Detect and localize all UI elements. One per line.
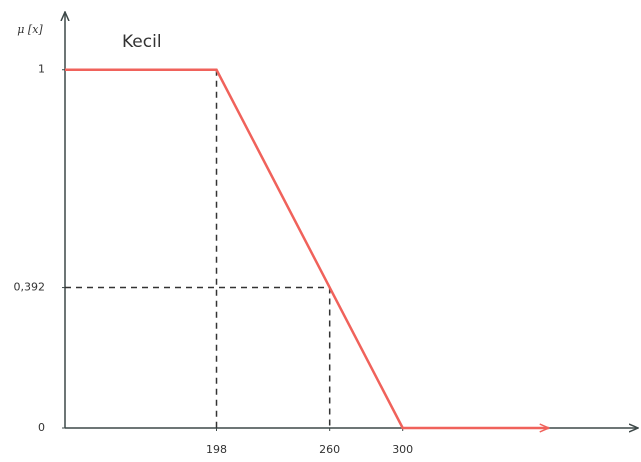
chart: μ [x] Kecil 0 0,392 1 198 260 300 (0, 0, 641, 462)
x-tick-label: 300 (392, 443, 413, 456)
y-tick-label: 0 (38, 421, 45, 434)
y-tick-label: 0,392 (14, 281, 46, 294)
annotation: Kecil (122, 32, 162, 52)
y-axis-label: μ [x] (17, 23, 43, 36)
x-tick-label: 260 (319, 443, 340, 456)
x-tick-label: 198 (206, 443, 227, 456)
series-line (65, 70, 549, 428)
y-tick-label: 1 (38, 63, 45, 76)
